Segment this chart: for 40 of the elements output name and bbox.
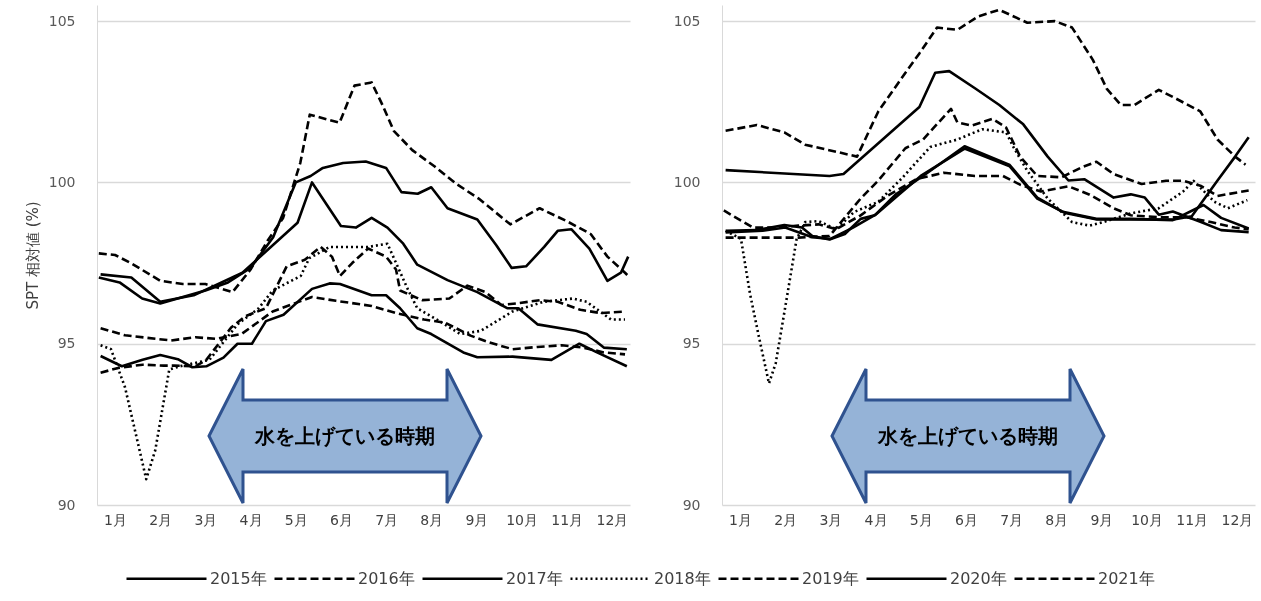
x-tick-label: 9月 [1090, 511, 1114, 528]
y-tick-label: 90 [682, 496, 701, 513]
y-tick-label: 100 [673, 173, 701, 190]
x-tick-label: 1月 [729, 511, 753, 528]
x-tick-label: 10月 [506, 511, 539, 528]
x-tick-label: 11月 [551, 511, 584, 528]
x-tick-label: 11月 [1176, 511, 1209, 528]
x-tick-label: 10月 [1131, 511, 1164, 528]
x-tick-label: 2月 [774, 511, 798, 528]
x-tick-label: 2月 [149, 511, 173, 528]
x-tick-label: 3月 [819, 511, 843, 528]
x-tick-label: 1月 [104, 511, 128, 528]
x-tick-label: 4月 [864, 511, 888, 528]
x-tick-label: 5月 [284, 511, 308, 528]
x-tick-label: 7月 [1000, 511, 1024, 528]
x-tick-label: 12月 [1221, 511, 1254, 528]
x-tick-label: 6月 [954, 511, 978, 528]
y-tick-label: 95 [57, 335, 76, 352]
legend-label: 2021年 [1098, 568, 1155, 588]
legend-label: 2020年 [950, 568, 1007, 588]
y-tick-label: 105 [673, 12, 701, 29]
y-tick-label: 95 [682, 335, 701, 352]
y-tick-label: 105 [48, 12, 76, 29]
x-tick-label: 4月 [239, 511, 263, 528]
legend-label: 2019年 [802, 568, 859, 588]
legend-label: 2015年 [210, 568, 267, 588]
legend-label: 2016年 [358, 568, 415, 588]
y-axis-title: SPT 相対値 (%) [23, 201, 42, 310]
x-tick-label: 7月 [375, 511, 399, 528]
x-tick-label: 8月 [420, 511, 444, 528]
legend-label: 2018年 [654, 568, 711, 588]
x-tick-label: 8月 [1045, 511, 1069, 528]
legend-label: 2017年 [506, 568, 563, 588]
y-tick-label: 100 [48, 173, 76, 190]
x-tick-label: 12月 [596, 511, 629, 528]
x-tick-label: 9月 [465, 511, 489, 528]
x-tick-label: 6月 [329, 511, 353, 528]
x-tick-label: 3月 [194, 511, 218, 528]
x-tick-label: 5月 [909, 511, 933, 528]
y-tick-label: 90 [57, 496, 76, 513]
